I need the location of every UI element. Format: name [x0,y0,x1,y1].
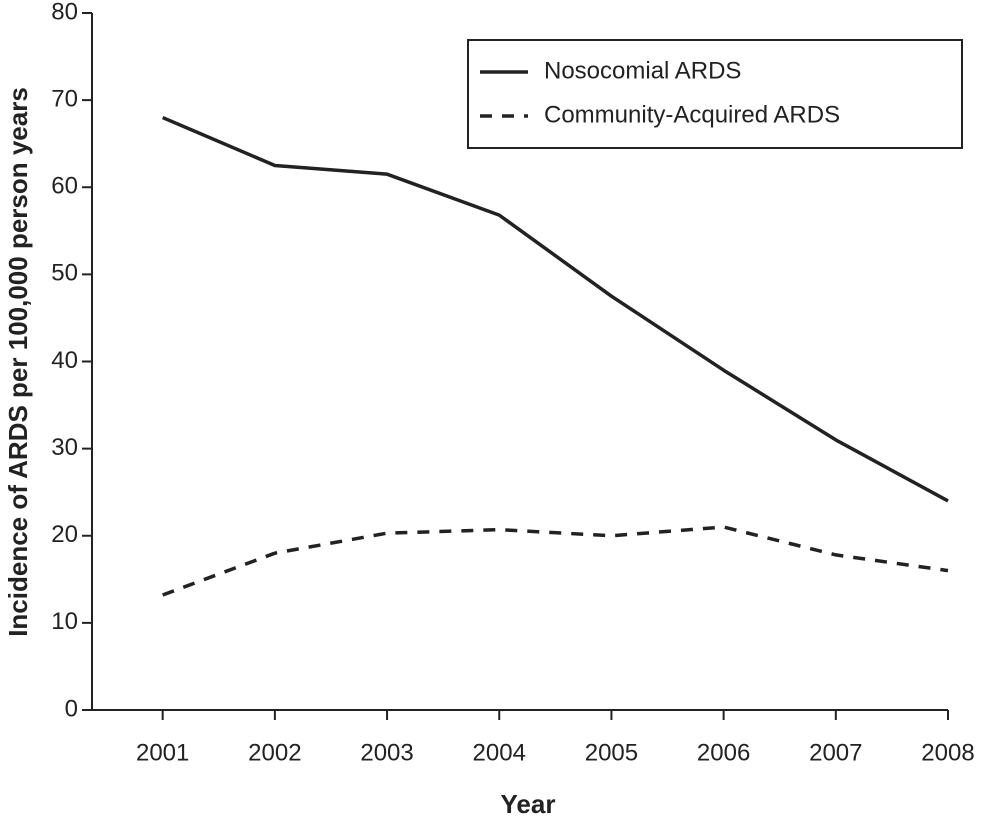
y-tick-label: 70 [51,85,78,112]
x-tick-label: 2001 [136,739,189,766]
y-tick-label: 20 [51,521,78,548]
y-tick-label: 30 [51,434,78,461]
x-tick-label: 2008 [921,739,974,766]
y-tick-label: 10 [51,608,78,635]
data-line [162,525,949,597]
x-tick-label: 2006 [697,739,750,766]
x-tick-label: 2007 [809,739,862,766]
x-tick-label: 2002 [248,739,301,766]
y-tick-label: 50 [51,260,78,287]
y-axis-title: Incidence of ARDS per 100,000 person yea… [3,87,33,637]
x-tick-label: 2004 [473,739,526,766]
y-tick-label: 60 [51,173,78,200]
x-tick-label: 2003 [360,739,413,766]
legend-label: Community-Acquired ARDS [544,101,840,128]
x-tick-label: 2005 [585,739,638,766]
legend-box [467,39,963,149]
legend-label: Nosocomial ARDS [544,57,741,84]
data-line [161,115,949,503]
y-tick-label: 80 [51,0,78,25]
x-axis-title: Year [501,789,556,819]
y-tick-label: 0 [65,695,78,722]
y-tick-label: 40 [51,347,78,374]
